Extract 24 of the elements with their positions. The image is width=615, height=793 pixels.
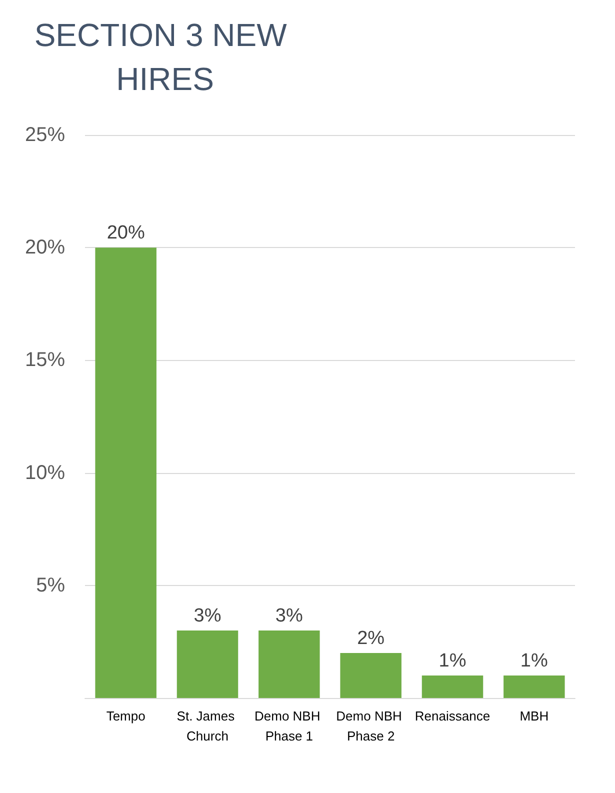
x-tick-label: Tempo — [106, 708, 146, 724]
data-label: 20% — [106, 222, 145, 244]
y-tick-label: 20% — [24, 236, 66, 259]
x-tick-label: Demo NBH Phase 2 — [336, 708, 406, 744]
data-label: 1% — [520, 650, 548, 672]
bar — [95, 248, 156, 698]
data-label: 2% — [357, 628, 385, 649]
x-tick-label: Renaissance — [414, 708, 490, 724]
bar — [258, 630, 320, 698]
bar — [340, 652, 402, 698]
bar — [504, 675, 565, 698]
y-tick-label: 15% — [24, 349, 66, 372]
y-tick-label: 10% — [24, 462, 66, 484]
chart-title: SECTION 3 NEW HIRES — [34, 17, 296, 97]
x-tick-label: St. James Church — [176, 708, 238, 744]
y-tick-label: 5% — [36, 574, 66, 596]
y-tick-label: 25% — [24, 124, 66, 146]
data-label: 1% — [438, 650, 466, 672]
bar — [176, 630, 238, 698]
bar — [422, 675, 484, 698]
data-label: 3% — [194, 605, 222, 626]
x-tick-label: Demo NBH Phase 1 — [254, 708, 324, 744]
x-tick-label: MBH — [520, 708, 549, 724]
data-label: 3% — [275, 605, 303, 626]
